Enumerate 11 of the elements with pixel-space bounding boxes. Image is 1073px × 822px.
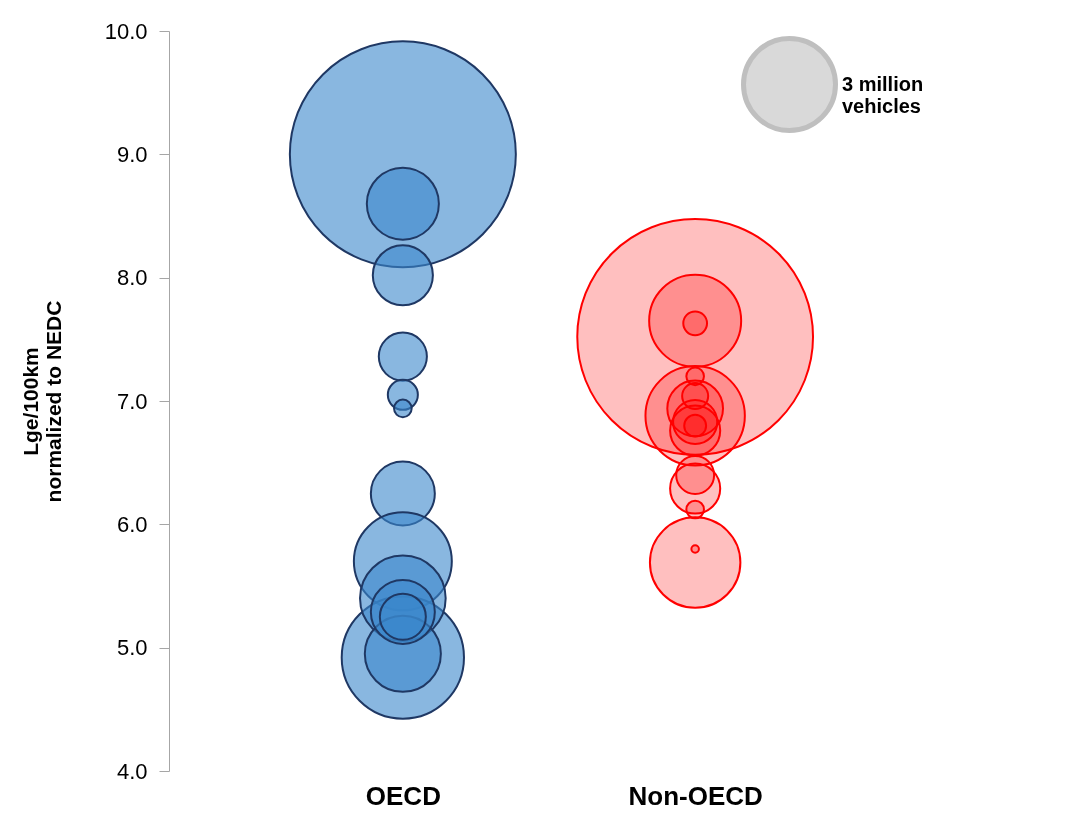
x-tick-label: Non-OECD (628, 780, 763, 811)
y-axis-title: Lge/100km normalized to NEDC (18, 300, 65, 503)
y-tick-label: 8.0 (116, 265, 148, 291)
legend-label: 3 million vehicles (842, 72, 924, 117)
y-tick-label: 4.0 (116, 758, 148, 784)
y-tick-label: 10.0 (104, 18, 148, 44)
y-tick-label: 5.0 (116, 635, 148, 661)
y-tick-label: 9.0 (116, 141, 148, 167)
y-tick-label: 7.0 (116, 388, 148, 414)
y-tick-label: 6.0 (116, 511, 148, 537)
x-tick-label: OECD (365, 780, 441, 811)
